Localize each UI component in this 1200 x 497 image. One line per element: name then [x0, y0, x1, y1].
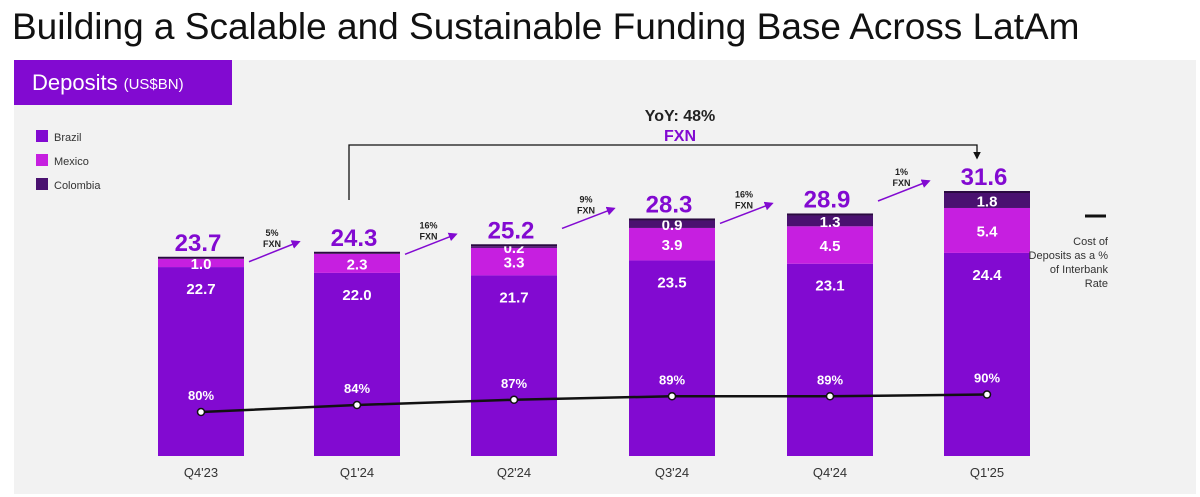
x-tick-label-5: Q1'25 — [970, 465, 1004, 480]
yoy-title: YoY: 48% — [645, 108, 716, 125]
bar-mexico-0 — [158, 258, 244, 268]
x-tick-label-3: Q3'24 — [655, 465, 689, 480]
segment-label-brazil-0: 22.7 — [186, 281, 215, 298]
segment-label-mexico-2: 3.3 — [504, 255, 525, 272]
bar-brazil-0 — [158, 267, 244, 456]
segment-label-colombia-4: 1.3 — [820, 214, 841, 231]
x-tick-label-4: Q4'24 — [813, 465, 847, 480]
x-tick-label-2: Q2'24 — [497, 465, 531, 480]
legend-label-colombia: Colombia — [54, 180, 101, 192]
growth-fxn-1: FXN — [420, 231, 438, 241]
total-label-4: 28.9 — [804, 186, 851, 213]
segment-label-brazil-1: 22.0 — [342, 287, 371, 304]
segment-label-brazil-3: 23.5 — [657, 274, 686, 291]
growth-pct-0: 5% — [265, 228, 278, 238]
x-tick-label-0: Q4'23 — [184, 465, 218, 480]
bar-mexico-5 — [944, 207, 1030, 253]
cost-label-1: 84% — [344, 381, 370, 396]
deposits-tab: Deposits (US$BN) — [14, 60, 232, 105]
segment-label-colombia-3: 0.9 — [662, 217, 683, 234]
x-tick-label-1: Q1'24 — [340, 465, 374, 480]
segment-label-brazil-2: 21.7 — [499, 289, 528, 306]
cost-point-5 — [982, 390, 992, 399]
bar-brazil-2 — [471, 275, 557, 456]
yoy-subtitle: FXN — [664, 128, 696, 145]
bar-colombia-2 — [471, 246, 557, 248]
segment-label-mexico-1: 2.3 — [347, 256, 368, 273]
growth-pct-4: 1% — [895, 167, 908, 177]
growth-arrow-3 — [719, 201, 774, 225]
bar-colombia-4 — [787, 215, 873, 227]
bar-brazil-1 — [314, 272, 400, 456]
bar-mexico-3 — [629, 227, 715, 261]
legend-label-mexico: Mexico — [54, 156, 89, 168]
total-label-1: 24.3 — [331, 225, 378, 252]
bar-colombia-5 — [944, 193, 1030, 208]
cost-point-0 — [196, 407, 206, 417]
bar-brazil-5 — [944, 252, 1030, 456]
cost-point-4 — [825, 392, 835, 401]
line-legend-text-2: of Interbank — [1050, 264, 1109, 276]
growth-pct-2: 9% — [579, 194, 592, 204]
cost-label-4: 89% — [817, 372, 843, 387]
segment-label-brazil-5: 24.4 — [972, 267, 1002, 284]
cost-point-2 — [509, 395, 519, 404]
cost-point-1 — [352, 400, 362, 410]
segment-label-mexico-5: 5.4 — [977, 223, 999, 240]
segment-label-mexico-0: 1.0 — [191, 256, 212, 273]
growth-fxn-3: FXN — [735, 200, 753, 210]
growth-pct-1: 16% — [419, 220, 437, 230]
total-label-3: 28.3 — [646, 191, 693, 218]
bar-mexico-4 — [787, 226, 873, 264]
segment-label-mexico-3: 3.9 — [662, 237, 683, 254]
deposits-unit: (US$BN) — [123, 76, 184, 93]
segment-label-mexico-4: 4.5 — [820, 238, 841, 255]
bar-top-edge-1 — [314, 251, 400, 254]
legend-label-brazil: Brazil — [54, 132, 82, 144]
bar-brazil-4 — [787, 263, 873, 456]
growth-arrow-4 — [877, 179, 931, 202]
bar-top-edge-0 — [158, 256, 244, 259]
cost-label-5: 90% — [974, 371, 1000, 386]
bar-top-edge-3 — [629, 218, 715, 221]
yoy-bracket — [348, 144, 981, 200]
bar-brazil-3 — [629, 260, 715, 456]
total-label-2: 25.2 — [488, 217, 535, 244]
growth-fxn-2: FXN — [577, 205, 595, 215]
total-label-5: 31.6 — [961, 164, 1008, 191]
line-legend-text-0: Cost of — [1073, 236, 1109, 248]
line-legend-text-1: Deposits as a % — [1029, 250, 1109, 262]
segment-label-colombia-5: 1.8 — [977, 193, 998, 210]
page-title: Building a Scalable and Sustainable Fund… — [12, 6, 1080, 47]
bar-top-edge-2 — [471, 244, 557, 247]
growth-pct-3: 16% — [735, 189, 753, 199]
growth-arrow-2 — [561, 206, 616, 230]
bar-top-edge-5 — [944, 191, 1030, 193]
bar-mexico-1 — [314, 253, 400, 273]
bar-mexico-2 — [471, 247, 557, 276]
growth-fxn-0: FXN — [263, 239, 281, 249]
cost-point-3 — [667, 392, 677, 401]
deposits-label: Deposits — [32, 69, 118, 95]
legend-swatch-mexico — [36, 154, 48, 166]
legend-swatch-brazil — [36, 130, 48, 142]
total-label-0: 23.7 — [175, 230, 222, 257]
cost-label-2: 87% — [501, 376, 527, 391]
bar-colombia-3 — [629, 220, 715, 228]
growth-arrow-0 — [248, 240, 301, 263]
cost-label-3: 89% — [659, 372, 685, 387]
growth-fxn-4: FXN — [893, 178, 911, 188]
growth-arrow-1 — [404, 232, 458, 255]
cost-label-0: 80% — [188, 388, 214, 403]
cost-line — [200, 393, 988, 414]
bar-top-edge-4 — [787, 213, 873, 216]
line-legend-text-3: Rate — [1085, 278, 1108, 290]
legend-swatch-colombia — [36, 178, 48, 190]
segment-label-brazil-4: 23.1 — [815, 278, 844, 295]
